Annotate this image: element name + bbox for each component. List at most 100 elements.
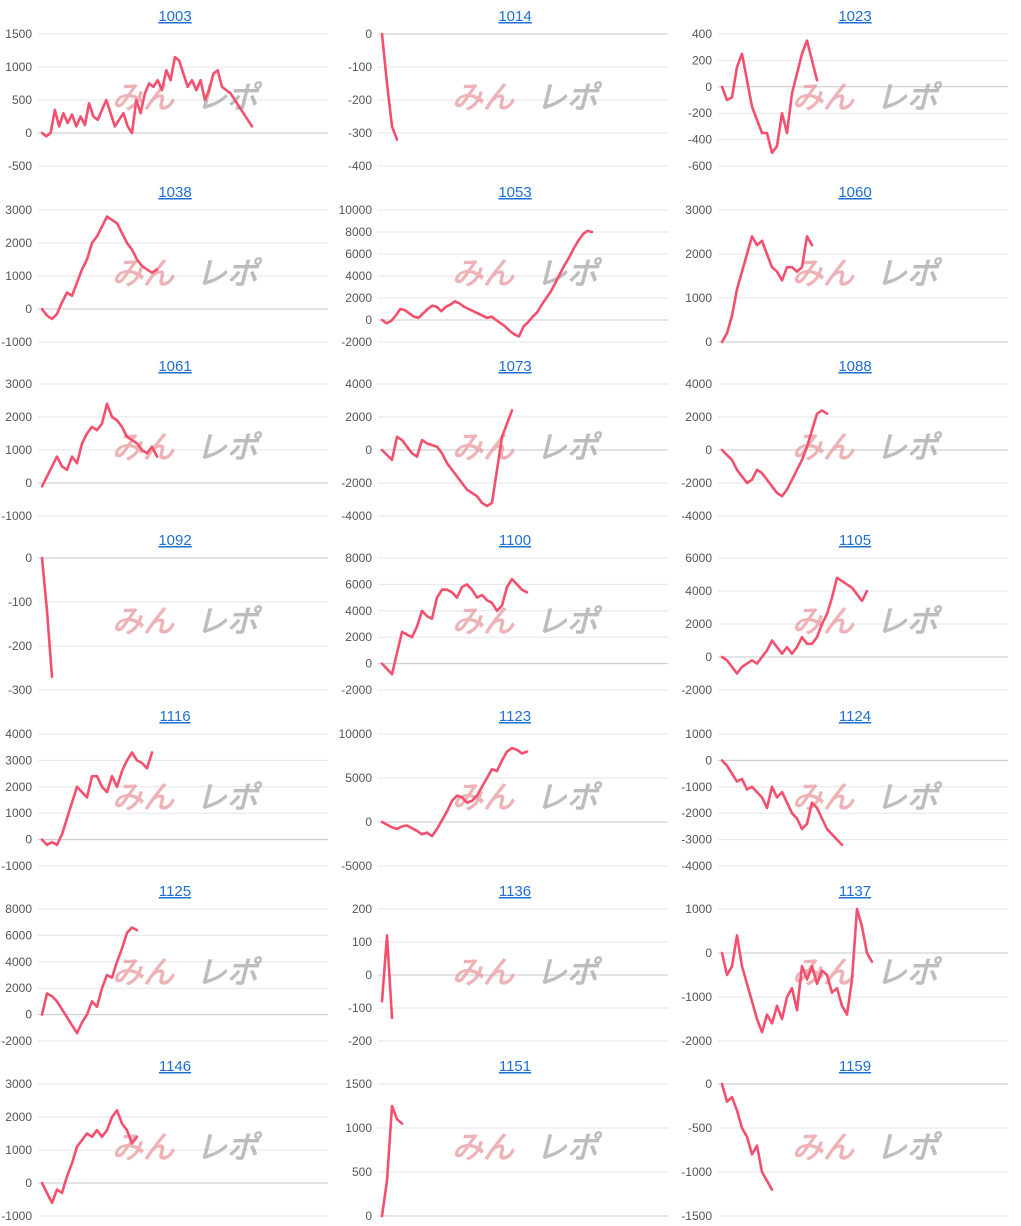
watermark-text-1: みん — [112, 1130, 175, 1166]
y-tick-label: 0 — [705, 443, 712, 457]
y-tick-label: 0 — [705, 335, 712, 349]
watermark-text-1: みん — [792, 256, 855, 292]
y-tick-label: -1000 — [681, 1165, 712, 1179]
watermark-text-2: レポ — [876, 780, 943, 816]
y-tick-label: -2000 — [681, 1034, 712, 1048]
y-tick-label: 0 — [365, 443, 372, 457]
chart-title-link[interactable]: 1092 — [158, 532, 191, 549]
chart-svg: 3000 2000 1000 0 -1000 みん レポ 1146 — [1, 1058, 328, 1223]
chart-1105: 6000 4000 2000 0 -2000 みん レポ 1105 — [680, 524, 1020, 699]
series-line — [380, 229, 594, 338]
y-tick-label: -100 — [348, 1001, 372, 1015]
y-tick-label: 500 — [12, 93, 32, 107]
y-tick-label: 10000 — [339, 727, 373, 741]
watermark-logo: みん レポ — [112, 256, 263, 292]
series-line — [720, 576, 869, 675]
watermark-text-2: レポ — [876, 430, 943, 466]
y-tick-label: 200 — [692, 53, 712, 67]
watermark-logo: みん レポ — [792, 430, 943, 466]
watermark-text-2: レポ — [196, 430, 263, 466]
watermark-text-1: みん — [112, 430, 175, 466]
y-tick-label: 0 — [365, 313, 372, 327]
y-tick-label: 6000 — [345, 247, 372, 261]
series-line — [720, 1082, 774, 1191]
chart-title-link[interactable]: 1060 — [838, 184, 871, 201]
chart-title-link[interactable]: 1073 — [498, 358, 531, 375]
watermark-text-2: レポ — [876, 1130, 943, 1166]
chart-svg: 6000 4000 2000 0 -2000 みん レポ 1105 — [681, 532, 1008, 697]
y-tick-label: -100 — [348, 60, 372, 74]
y-tick-label: -1000 — [1, 859, 32, 873]
watermark-logo: みん レポ — [112, 955, 263, 991]
chart-1124: 1000 0 -1000 -2000 -3000 -4000 みん レポ 1124 — [680, 700, 1020, 875]
y-tick-label: 100 — [352, 935, 372, 949]
y-tick-label: 3000 — [5, 753, 32, 767]
chart-title-link[interactable]: 1151 — [499, 1058, 531, 1075]
y-tick-label: 500 — [352, 1165, 372, 1179]
chart-title-link[interactable]: 1136 — [499, 883, 531, 900]
chart-1023: 400 200 0 -200 -400 -600 みん レポ 1023 — [680, 0, 1020, 175]
chart-svg: 3000 2000 1000 0 -1000 みん レポ 1061 — [1, 358, 328, 523]
series-line — [40, 215, 159, 321]
watermark-logo: みん レポ — [452, 1130, 603, 1166]
watermark-text-2: レポ — [536, 780, 603, 816]
y-tick-label: 0 — [365, 968, 372, 982]
chart-1151: 1500 1000 500 0 みん レポ 1151 — [340, 1050, 680, 1225]
y-tick-label: 4000 — [345, 604, 372, 618]
chart-title-link[interactable]: 1053 — [498, 184, 531, 201]
chart-title-link[interactable]: 1061 — [158, 358, 191, 375]
chart-1003: 1500 1000 500 0 -500 みん レポ 1003 — [0, 0, 340, 175]
y-tick-label: 0 — [25, 833, 32, 847]
chart-title-link[interactable]: 1014 — [498, 8, 531, 25]
y-tick-label: 6000 — [685, 551, 712, 565]
chart-title-link[interactable]: 1125 — [159, 883, 191, 900]
y-tick-label: -4000 — [681, 859, 712, 873]
y-tick-label: -400 — [348, 159, 372, 173]
y-tick-label: -4000 — [681, 509, 712, 523]
watermark-text-1: みん — [112, 780, 175, 816]
watermark-text-2: レポ — [876, 955, 943, 991]
chart-1136: 200 100 0 -100 -200 みん レポ 1136 — [340, 875, 680, 1050]
watermark-text-2: レポ — [876, 256, 943, 292]
chart-title-link[interactable]: 1137 — [839, 883, 871, 900]
chart-1092: 0 -100 -200 -300 みん レポ 1092 — [0, 524, 340, 699]
watermark-logo: みん レポ — [792, 955, 943, 991]
chart-1061: 3000 2000 1000 0 -1000 みん レポ 1061 — [0, 350, 340, 525]
chart-title-link[interactable]: 1123 — [499, 708, 531, 725]
chart-1053: 10000 8000 6000 4000 2000 0 -2000 みん レポ 1053 — [339, 176, 680, 351]
y-tick-label: 5000 — [345, 771, 372, 785]
y-tick-label: 0 — [365, 27, 372, 41]
chart-title-link[interactable]: 1038 — [158, 184, 191, 201]
y-tick-label: 0 — [705, 753, 712, 767]
watermark-text-1: みん — [452, 430, 515, 466]
y-tick-label: 6000 — [345, 577, 372, 591]
y-tick-label: -2000 — [341, 335, 372, 349]
chart-title-link[interactable]: 1124 — [839, 708, 871, 725]
series-line — [40, 55, 254, 138]
y-tick-label: 1000 — [685, 902, 712, 916]
y-tick-label: 1500 — [345, 1077, 372, 1091]
chart-title-link[interactable]: 1146 — [159, 1058, 191, 1075]
chart-title-link[interactable]: 1003 — [158, 8, 191, 25]
watermark-logo: みん レポ — [112, 780, 263, 816]
watermark-logo: みん レポ — [112, 430, 263, 466]
chart-title-link[interactable]: 1088 — [838, 358, 871, 375]
watermark-text-2: レポ — [536, 955, 603, 991]
chart-svg: 200 100 0 -100 -200 みん レポ 1136 — [348, 883, 668, 1048]
y-tick-label: 8000 — [5, 902, 32, 916]
y-tick-label: 4000 — [345, 377, 372, 391]
chart-title-link[interactable]: 1116 — [159, 708, 190, 725]
chart-title-link[interactable]: 1105 — [839, 532, 871, 549]
y-tick-label: -400 — [688, 133, 712, 147]
chart-title-link[interactable]: 1159 — [839, 1058, 871, 1075]
watermark-text-1: みん — [112, 604, 175, 640]
chart-title-link[interactable]: 1100 — [499, 532, 531, 549]
chart-1123: 10000 5000 0 -5000 みん レポ 1123 — [339, 700, 680, 875]
chart-svg: 3000 2000 1000 0 -1000 みん レポ 1038 — [1, 184, 328, 349]
y-tick-label: 1000 — [5, 443, 32, 457]
chart-title-link[interactable]: 1023 — [838, 8, 871, 25]
y-tick-label: 2000 — [5, 780, 32, 794]
series-line — [40, 926, 139, 1035]
y-tick-label: -100 — [8, 595, 32, 609]
